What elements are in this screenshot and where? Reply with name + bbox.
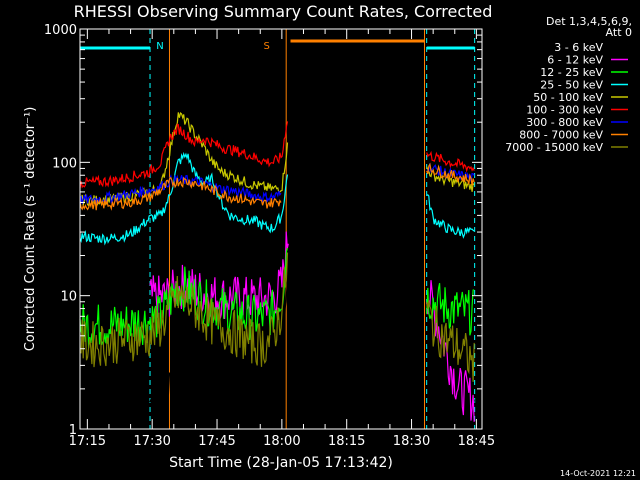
series-line bbox=[426, 150, 475, 173]
series-line bbox=[426, 166, 475, 192]
series-line bbox=[79, 176, 282, 211]
chart-title: RHESSI Observing Summary Count Rates, Co… bbox=[74, 2, 493, 21]
x-tick-label: 18:45 bbox=[458, 434, 495, 449]
series-line bbox=[426, 162, 475, 186]
x-tick-label: 17:30 bbox=[133, 434, 170, 449]
y-axis-label: Corrected Count Rate (s⁻¹ detector⁻¹) bbox=[23, 107, 38, 352]
legend-entry-label: 25 - 50 keV bbox=[540, 79, 603, 92]
y-tick-label: 1 bbox=[69, 423, 77, 438]
annotation-label: N bbox=[156, 41, 163, 52]
series-line bbox=[79, 174, 282, 205]
x-axis-label: Start Time (28-Jan-05 17:13:42) bbox=[169, 455, 393, 471]
series-line bbox=[426, 194, 475, 239]
series-line bbox=[426, 282, 475, 336]
legend-entry-label: 800 - 7000 keV bbox=[519, 129, 603, 142]
series-line bbox=[79, 247, 289, 349]
series-line bbox=[426, 300, 475, 382]
series-line bbox=[426, 280, 475, 422]
x-tick-label: 18:00 bbox=[263, 434, 300, 449]
annotation-label: S bbox=[264, 41, 270, 52]
x-tick-label: 18:30 bbox=[393, 434, 430, 449]
x-tick-label: 18:15 bbox=[328, 434, 365, 449]
legend-entry-label: 12 - 25 keV bbox=[540, 66, 603, 79]
series-line bbox=[426, 327, 475, 412]
x-tick-label: 17:45 bbox=[198, 434, 235, 449]
series-line bbox=[149, 241, 289, 420]
series-line bbox=[79, 112, 289, 207]
legend-entry-label: 100 - 300 keV bbox=[526, 104, 603, 117]
x-tick-label: 17:15 bbox=[69, 434, 106, 449]
legend-entry-label: 3 - 6 keV bbox=[554, 41, 603, 54]
series-line bbox=[79, 121, 289, 189]
series-line bbox=[149, 231, 289, 320]
legend-entry-label: 50 - 100 keV bbox=[533, 91, 603, 104]
legend-entry-label: 300 - 800 keV bbox=[526, 116, 603, 129]
series-line bbox=[79, 151, 289, 246]
y-axis-ticks: 1 10 100 1000 bbox=[44, 23, 482, 438]
x-axis-ticks: 17:15 17:30 17:45 18:00 18:15 18:30 18:45 bbox=[69, 29, 495, 449]
footer-date: 14-Oct-2021 12:21 bbox=[560, 469, 636, 478]
y-tick-label: 1000 bbox=[44, 23, 77, 38]
y-tick-label: 100 bbox=[52, 156, 77, 171]
legend-entry-label: 6 - 12 keV bbox=[547, 54, 603, 67]
series-line bbox=[80, 252, 289, 368]
legend-header: Att 0 bbox=[606, 26, 632, 39]
legend-entry-label: 7000 - 15000 keV bbox=[505, 141, 603, 154]
y-tick-label: 10 bbox=[60, 290, 77, 305]
legend-header: Det 1,3,4,5,6,9, bbox=[546, 15, 632, 28]
plot-frame bbox=[79, 28, 483, 430]
